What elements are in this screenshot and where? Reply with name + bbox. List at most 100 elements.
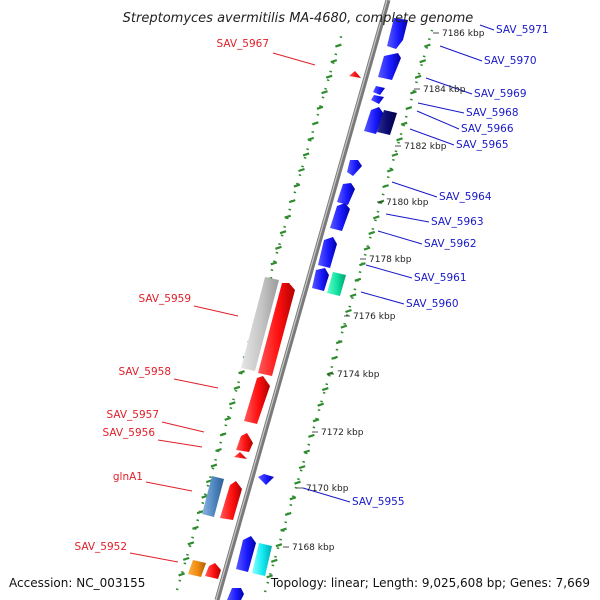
gene-arrow-sav-5950[interactable] [227,588,244,600]
right-scale-tick [382,184,389,189]
gene-label-sav_5952[interactable]: SAV_5952 [74,541,127,553]
gene-label-glna1[interactable]: glnA1 [113,471,143,483]
scale-labels: 7168 kbp 7170 kbp 7172 kbp 7174 kbp 7176 kbp… [283,29,485,553]
left-scale-tick [224,416,232,421]
gene-arrow-sav-5954[interactable] [220,481,242,520]
right-scale-tick [275,543,283,548]
gene-label-sav_5960[interactable]: SAV_5960 [406,298,459,310]
left-scale-tick [298,167,305,173]
right-scale-tick [368,230,376,235]
scale-label: 7186 kbp [442,29,485,39]
right-scale-tick [284,511,292,516]
gene-arrow-sav-5953[interactable] [236,536,256,572]
right-scale-tick [400,121,408,126]
gene-label-sav_5961[interactable]: SAV_5961 [414,272,467,284]
right-scale-tick [359,262,366,267]
gene-box-sav-5952b[interactable] [252,543,272,576]
gene-arrow-sav-5959b[interactable] [258,283,295,376]
scale-label: 7168 kbp [292,543,335,553]
gene-box-glna1[interactable] [202,476,224,517]
left-label-leaders [129,52,316,563]
gene-box-sav-5960[interactable] [327,272,346,296]
left-scale-tick [201,494,209,499]
gene-label-sav_5956[interactable]: SAV_5956 [102,427,155,439]
leader-line-sav_5959 [193,305,239,317]
gene-arrow-sav-5956[interactable] [234,452,247,459]
leader-line-sav_5962 [377,230,423,245]
left-scale-tick [284,214,292,219]
gene-label-sav_5964[interactable]: SAV_5964 [439,191,492,203]
gene-label-sav_5969[interactable]: SAV_5969 [474,88,527,100]
gene-label-sav_5970[interactable]: SAV_5970 [484,55,537,67]
left-scale-tick [270,261,278,266]
gene-box-sav-5959[interactable] [241,277,279,371]
gene-arrow-sav-5962[interactable] [318,237,337,268]
gene-arrow-sav-5969b[interactable] [371,95,384,104]
map-title: Streptomyces avermitilis MA-4680, comple… [123,11,474,26]
scale-label: 7178 kbp [369,255,412,265]
right-scale-tick [303,449,311,454]
gene-arrow-sav-5965[interactable] [347,160,362,176]
gene-arrow-sav-5967[interactable] [349,71,361,78]
gene-label-sav_5963[interactable]: SAV_5963 [431,216,484,228]
left-scale-tick [330,59,338,64]
right-scale-tick [419,59,427,64]
left-scale-tick [275,245,282,250]
right-scale-tick [326,371,334,376]
left-scale-tick [302,152,310,157]
gene-label-sav_5971[interactable]: SAV_5971 [496,24,549,36]
left-strand-features [188,71,361,579]
gene-label-sav_5958[interactable]: SAV_5958 [118,366,171,378]
leader-line-sav_5964 [391,181,438,198]
right-scale-tick [414,74,422,79]
right-scale-tick [331,355,338,360]
left-scale-tick [311,121,319,126]
gene-arrow-sav-5968[interactable] [364,107,384,134]
left-scale-tick [182,556,190,561]
gene-box-sav-5952[interactable] [188,560,206,577]
left-scale-tick [196,510,204,515]
gene-arrow-sav-5961[interactable] [312,268,329,291]
left-scale-tick [187,541,195,546]
gene-arrow-sav-5955[interactable] [258,474,274,485]
right-scale-tick [321,387,329,392]
gene-label-sav_5968[interactable]: SAV_5968 [466,107,519,119]
right-scale-tick [340,324,348,329]
gene-arrow-sav-5958[interactable] [244,376,270,424]
gene-label-sav_5962[interactable]: SAV_5962 [424,238,477,250]
right-scale-tick [298,465,306,470]
leader-line-glna1 [145,481,193,492]
right-scale-tick [386,168,394,173]
left-scale-tick [238,370,245,375]
right-gene-labels: SAV_5971 SAV_5970 SAV_5969 SAV_5968 SAV_5966… [352,24,549,508]
gene-arrow-sav-5951[interactable] [205,563,221,579]
gene-arrow-sav-5971[interactable] [387,18,408,49]
gene-arrow-sav-5964[interactable] [337,183,355,205]
right-scale-tick [289,496,297,501]
leader-line-sav_5965 [409,128,455,146]
leader-line-sav_5960 [360,291,405,305]
gene-arrow-sav-5970[interactable] [378,53,401,80]
right-scale-tick [317,402,325,407]
gene-label-sav_5955[interactable]: SAV_5955 [352,496,405,508]
leader-line-sav_5966 [416,110,460,130]
gene-label-sav_5965[interactable]: SAV_5965 [456,139,509,151]
right-scale-tick [266,574,273,579]
right-scale-tick [294,480,301,485]
gene-label-sav_5967[interactable]: SAV_5967 [216,38,269,50]
left-scale-tick [316,105,324,110]
gene-label-sav_5957[interactable]: SAV_5957 [106,409,159,421]
gene-arrow-sav-5963[interactable] [330,203,350,231]
gene-box-sav-5966[interactable] [377,110,397,135]
right-label-leaders [302,24,495,503]
gene-arrow-sav-5957[interactable] [236,433,253,452]
gene-arrow-sav-5969a[interactable] [373,86,385,95]
right-strand-features [227,18,408,600]
right-scale-tick [424,43,431,48]
gene-label-sav_5966[interactable]: SAV_5966 [461,123,514,135]
gene-label-sav_5959[interactable]: SAV_5959 [138,293,191,305]
right-scale-tick [354,277,362,282]
right-scale-tick [391,152,399,157]
right-scale-tick [363,246,371,251]
